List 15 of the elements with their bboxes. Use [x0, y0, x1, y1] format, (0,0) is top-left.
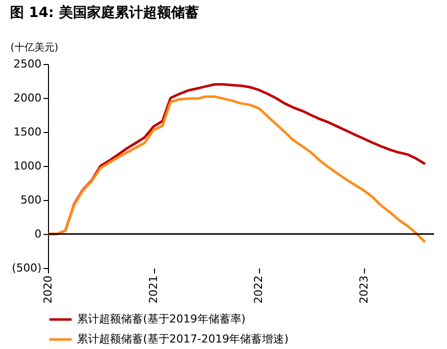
y-axis-title: (十亿美元): [10, 42, 58, 54]
x-tick-label: 2022: [252, 276, 266, 304]
legend-label: 累计超额储蓄(基于2019年储蓄率): [77, 312, 246, 326]
y-tick-label: 500: [20, 194, 42, 206]
legend-label: 累计超额储蓄(基于2017-2019年储蓄增速): [77, 332, 289, 346]
y-tick-label: 1500: [14, 126, 42, 138]
x-tick-label: 2023: [357, 276, 370, 304]
chart-title: 图 14: 美国家庭累计超额储蓄: [10, 4, 199, 21]
x-tick-label: 2021: [147, 276, 160, 304]
y-tick-label: 2000: [14, 92, 42, 104]
y-tick-label: (500): [12, 262, 42, 274]
x-tick-label: 2020: [42, 276, 54, 304]
y-tick-label: 1000: [14, 160, 42, 172]
y-tick-label: 0: [34, 228, 42, 240]
y-tick-label: 2500: [14, 58, 42, 70]
